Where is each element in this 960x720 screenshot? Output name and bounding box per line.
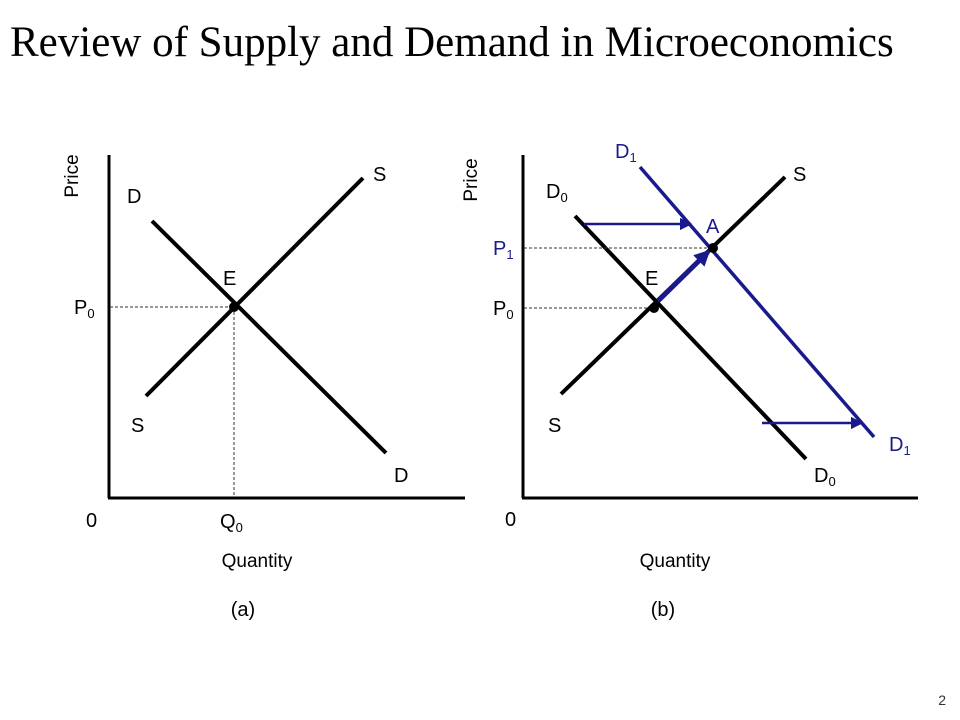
panel-b-demand0-label-bottom: D0: [814, 465, 836, 489]
panel-b-supply-label-bottom: S: [548, 415, 561, 437]
panel-b-demand1-curve: [638, 165, 876, 439]
panel-a-x-axis-label: Quantity: [222, 551, 293, 572]
panel-a-demand-curve: [150, 219, 388, 455]
panel-a-supply-label-bottom: S: [131, 415, 144, 437]
panel-a-demand-label-bottom: D: [394, 465, 408, 487]
panel-a-equilibrium-label: E: [223, 268, 236, 290]
panel-a-supply-curve: [144, 176, 365, 398]
panel-a-quantity-label: Q0: [220, 511, 243, 535]
panel-b-x-axis-label: Quantity: [640, 551, 711, 572]
panel-a-demand-label-top: D: [127, 186, 141, 208]
panel-b: Price D1 S D0 A P1 E P0 S D1 D0 0 Quanti…: [461, 141, 918, 621]
panel-a-origin-label: 0: [86, 510, 97, 532]
panel-b-price1-label: P1: [493, 238, 514, 262]
panel-b-movement-arrow: [656, 249, 711, 303]
panel-b-new-equilibrium-point: [708, 243, 718, 253]
panel-b-caption: (b): [651, 599, 675, 621]
slide-title: Review of Supply and Demand in Microecon…: [10, 19, 894, 66]
panel-b-origin-label: 0: [505, 509, 516, 531]
page-number: 2: [938, 692, 946, 708]
panel-a: Price D S E P0 S D 0 Q0 Quantity (a): [62, 154, 465, 621]
panel-b-price0-label: P0: [493, 298, 514, 322]
panel-a-caption: (a): [231, 599, 255, 621]
panel-b-demand0-curve: [573, 214, 808, 461]
panel-a-equilibrium-point: [229, 302, 239, 312]
panel-a-price-label: P0: [74, 297, 95, 321]
panel-a-y-axis-label: Price: [62, 154, 83, 197]
panel-b-demand1-label-bottom: D1: [889, 434, 911, 458]
panel-b-equilibrium-point: [649, 303, 659, 313]
panel-b-y-axis-label: Price: [461, 158, 482, 201]
panel-b-new-equilibrium-label: A: [706, 216, 720, 238]
panel-a-supply-label-top: S: [373, 164, 386, 186]
panel-b-demand1-label-top: D1: [615, 141, 637, 165]
panel-b-demand0-label-top: D0: [546, 181, 568, 205]
panel-b-supply-label-top: S: [793, 164, 806, 186]
panel-b-equilibrium-label: E: [645, 268, 658, 290]
